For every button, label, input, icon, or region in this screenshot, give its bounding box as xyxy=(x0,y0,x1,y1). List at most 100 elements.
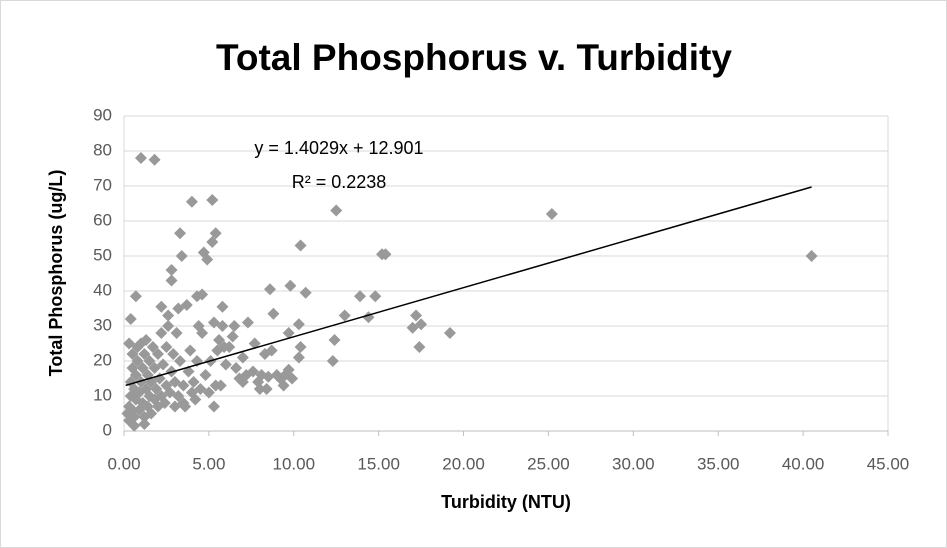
y-tick-label: 10 xyxy=(93,385,112,404)
data-point xyxy=(150,383,163,395)
data-point xyxy=(155,327,168,339)
data-point xyxy=(209,227,222,240)
data-point xyxy=(128,411,141,423)
data-point xyxy=(158,397,171,409)
data-point xyxy=(284,279,297,292)
y-tick-label: 30 xyxy=(93,315,112,334)
data-point xyxy=(189,393,202,406)
y-tick-label: 80 xyxy=(93,140,112,159)
x-tick-label: 25.00 xyxy=(527,454,570,473)
data-point xyxy=(192,320,205,332)
x-tick-label: 15.00 xyxy=(357,454,400,473)
data-point xyxy=(179,400,192,413)
data-point xyxy=(216,320,229,332)
trendline-equation: R² = 0.2238 xyxy=(292,172,387,192)
data-point xyxy=(805,250,818,262)
data-point xyxy=(201,253,214,266)
data-point xyxy=(213,334,226,346)
data-point xyxy=(264,283,277,296)
data-point xyxy=(136,362,149,374)
data-point xyxy=(175,250,188,262)
data-point xyxy=(230,362,243,374)
data-point xyxy=(236,351,249,364)
data-point xyxy=(299,286,312,299)
data-point xyxy=(202,386,215,399)
y-tick-label: 90 xyxy=(93,105,112,124)
data-point xyxy=(168,400,181,413)
data-point xyxy=(265,344,278,357)
data-point xyxy=(165,264,178,276)
data-point xyxy=(174,355,187,367)
data-point xyxy=(151,348,164,360)
data-point xyxy=(162,309,175,322)
data-point xyxy=(129,369,142,381)
data-point xyxy=(294,239,307,252)
x-tick-label: 30.00 xyxy=(612,454,655,473)
data-point xyxy=(282,327,295,339)
data-point xyxy=(126,348,139,360)
y-tick-label: 20 xyxy=(93,350,112,369)
data-point xyxy=(185,195,198,208)
data-point xyxy=(153,372,166,385)
data-point xyxy=(241,316,254,329)
x-tick-label: 20.00 xyxy=(442,454,485,473)
y-tick-label: 50 xyxy=(93,245,112,264)
data-point xyxy=(206,194,219,206)
x-tick-label: 0.00 xyxy=(107,454,140,473)
data-point xyxy=(134,376,147,388)
data-point xyxy=(415,318,428,331)
data-point xyxy=(443,327,456,339)
x-axis-title: Turbidity (NTU) xyxy=(441,492,571,512)
data-point xyxy=(157,358,170,371)
data-point xyxy=(326,355,339,367)
data-point xyxy=(172,302,185,315)
x-tick-label: 40.00 xyxy=(782,454,825,473)
data-point xyxy=(199,369,212,381)
data-point xyxy=(279,369,292,381)
data-point xyxy=(170,327,183,339)
y-tick-label: 60 xyxy=(93,210,112,229)
data-point xyxy=(292,318,305,331)
data-point xyxy=(143,355,156,367)
data-point xyxy=(330,204,343,217)
data-point xyxy=(196,288,209,301)
data-point xyxy=(211,344,224,357)
data-point xyxy=(160,341,173,353)
trendline-equation: y = 1.4029x + 12.901 xyxy=(254,138,423,158)
x-tick-label: 35.00 xyxy=(697,454,740,473)
data-point xyxy=(138,348,151,360)
data-point xyxy=(177,379,190,392)
data-point xyxy=(206,236,219,248)
data-point xyxy=(184,344,197,357)
data-point xyxy=(228,320,241,332)
chart-title: Total Phosphorus v. Turbidity xyxy=(216,37,732,78)
data-point xyxy=(379,248,392,261)
data-point xyxy=(167,348,180,360)
data-point xyxy=(129,290,142,303)
data-point xyxy=(162,320,175,332)
data-point xyxy=(328,334,341,346)
data-point xyxy=(148,153,161,166)
data-point xyxy=(292,351,305,364)
data-point xyxy=(260,383,273,395)
data-point xyxy=(413,341,426,353)
data-point xyxy=(226,330,239,343)
data-point xyxy=(174,227,187,240)
data-point xyxy=(138,418,151,430)
x-tick-label: 5.00 xyxy=(192,454,225,473)
y-tick-label: 40 xyxy=(93,280,112,299)
y-axis-title: Total Phosphorus (ug/L) xyxy=(46,170,66,377)
data-point xyxy=(134,152,147,164)
data-point xyxy=(146,341,159,353)
data-point xyxy=(255,369,268,381)
data-point xyxy=(214,379,227,392)
data-point xyxy=(155,300,168,313)
data-point xyxy=(124,313,137,325)
data-point xyxy=(338,309,351,322)
data-point xyxy=(131,355,144,367)
data-point xyxy=(172,390,185,402)
data-point xyxy=(216,300,229,313)
y-tick-label: 70 xyxy=(93,175,112,194)
